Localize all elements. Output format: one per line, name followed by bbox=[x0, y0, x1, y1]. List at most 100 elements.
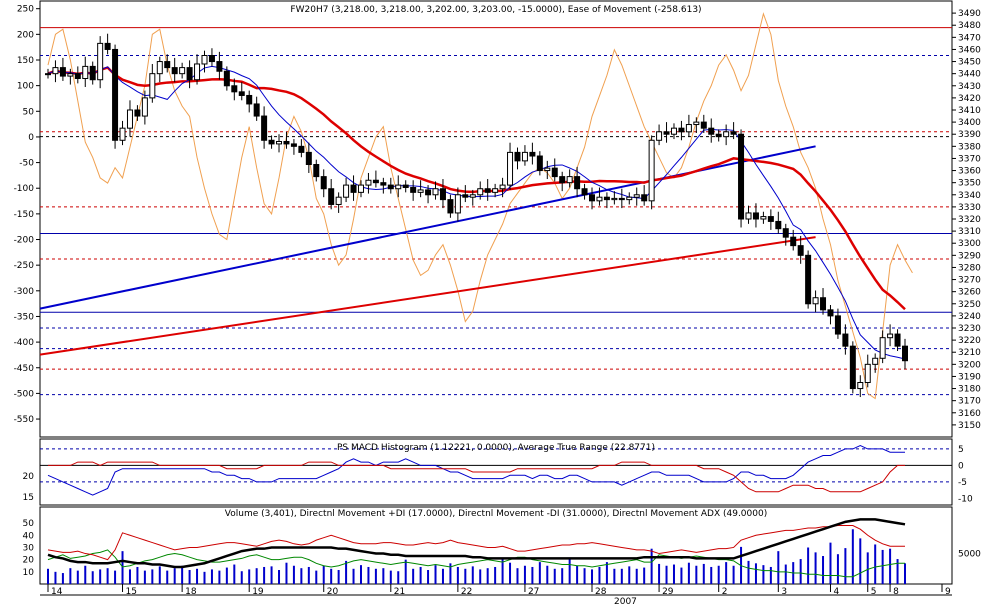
candle-body bbox=[633, 194, 640, 198]
candle-body bbox=[894, 333, 901, 347]
candle-body bbox=[67, 73, 74, 77]
candle-body bbox=[797, 245, 804, 256]
volume-bar bbox=[717, 565, 720, 584]
candle-body bbox=[842, 333, 849, 347]
volume-bar bbox=[359, 565, 362, 584]
eom-tick-label: 100 bbox=[17, 82, 34, 92]
volume-bar bbox=[106, 568, 109, 584]
oscillator-left-tick: 20 bbox=[23, 472, 35, 482]
eom-tick-label: -250 bbox=[14, 261, 35, 271]
volume-bar bbox=[904, 563, 906, 584]
candle-body bbox=[350, 184, 357, 193]
candle-body bbox=[253, 103, 260, 117]
date-tick-label: 14 bbox=[51, 587, 63, 597]
volume-bar bbox=[315, 570, 318, 584]
candle-body bbox=[283, 140, 290, 145]
volume-bar bbox=[874, 544, 877, 584]
candle-body bbox=[492, 188, 499, 193]
volume-bar bbox=[441, 568, 444, 584]
candle-body bbox=[387, 184, 394, 190]
candle-body bbox=[425, 189, 432, 196]
candle-body bbox=[790, 236, 797, 247]
candle-body bbox=[700, 121, 707, 129]
volume-bar bbox=[576, 565, 579, 584]
price-tick-label: 3300 bbox=[958, 239, 981, 249]
volume-bar bbox=[851, 529, 854, 584]
date-tick-label: 8 bbox=[893, 587, 899, 597]
volume-bar bbox=[285, 562, 288, 584]
volume-bar bbox=[449, 563, 452, 584]
volume-left-tick: 10 bbox=[23, 568, 35, 578]
volume-bar bbox=[397, 571, 400, 584]
volume-bar bbox=[210, 569, 213, 584]
volume-bar bbox=[382, 568, 385, 584]
candle-body bbox=[469, 194, 476, 198]
date-tick-label: 9 bbox=[945, 587, 951, 597]
volume-bar bbox=[456, 566, 459, 584]
candle-body bbox=[238, 91, 245, 96]
eom-tick-label: -150 bbox=[14, 210, 35, 220]
volume-bar bbox=[844, 548, 847, 584]
volume-bar bbox=[531, 566, 534, 584]
candle-body bbox=[119, 127, 126, 141]
volume-bar bbox=[829, 542, 832, 584]
volume-left-tick: 30 bbox=[23, 543, 35, 553]
eom-tick-label: 50 bbox=[23, 107, 35, 117]
volume-bar bbox=[516, 568, 519, 584]
candle-body bbox=[887, 333, 894, 339]
directional-movement-line bbox=[47, 525, 905, 561]
eom-tick-label: -50 bbox=[19, 159, 34, 169]
volume-bar bbox=[151, 569, 154, 584]
volume-bar bbox=[538, 562, 541, 584]
candle-body bbox=[432, 188, 439, 196]
volume-bar bbox=[598, 566, 601, 584]
volume-bar bbox=[389, 570, 392, 584]
candle-body bbox=[760, 216, 767, 220]
candle-body bbox=[827, 309, 834, 317]
eom-tick-label: 250 bbox=[17, 5, 34, 15]
eom-tick-label: 150 bbox=[17, 56, 34, 66]
volume-bar bbox=[546, 565, 549, 584]
candle-body bbox=[693, 121, 700, 126]
price-tick-label: 3160 bbox=[958, 409, 981, 419]
eom-tick-label: -300 bbox=[14, 287, 35, 297]
volume-bar bbox=[166, 570, 169, 584]
trendline-red-support bbox=[39, 236, 816, 356]
candle-body bbox=[529, 151, 536, 157]
oscillator-series-line bbox=[47, 445, 905, 496]
eom-tick-label: 0 bbox=[28, 133, 34, 143]
volume-bar bbox=[725, 562, 728, 584]
volume-bar bbox=[471, 566, 474, 584]
volume-bar bbox=[523, 565, 526, 584]
candle-body bbox=[648, 139, 655, 202]
volume-bar bbox=[859, 538, 862, 584]
candle-body bbox=[879, 337, 886, 359]
volume-bar bbox=[605, 562, 608, 584]
volume-bar bbox=[121, 551, 124, 584]
eom-tick-label: -500 bbox=[14, 389, 35, 399]
price-tick-label: 3410 bbox=[958, 106, 981, 116]
price-tick-label: 3170 bbox=[958, 397, 981, 407]
candle-body bbox=[849, 345, 856, 390]
oscillator-pane: 20 15 5 0 -5 -10 bbox=[23, 445, 973, 505]
volume-bar bbox=[158, 566, 161, 584]
price-tick-label: 3470 bbox=[958, 33, 981, 43]
year-label: 2007 bbox=[614, 597, 637, 607]
volume-bar bbox=[732, 565, 735, 584]
volume-bar bbox=[784, 564, 787, 584]
candle-body bbox=[104, 42, 111, 50]
price-tick-label: 3290 bbox=[958, 251, 981, 261]
volume-bar bbox=[330, 568, 333, 584]
price-tick-label: 3460 bbox=[958, 45, 981, 55]
eom-tick-label: -400 bbox=[14, 338, 35, 348]
price-tick-label: 3240 bbox=[958, 312, 981, 322]
candle-body bbox=[775, 220, 782, 230]
oscillator-pane-title: PS MACD Histogram (1.12221, 0.0000), Ave… bbox=[337, 443, 655, 453]
price-tick-label: 3330 bbox=[958, 203, 981, 213]
volume-pane-title: Volume (3,401), Directnl Movement +DI (1… bbox=[225, 509, 767, 519]
volume-bar bbox=[367, 566, 370, 584]
candle-body bbox=[581, 188, 588, 196]
volume-bar bbox=[181, 565, 184, 584]
price-tick-label: 3310 bbox=[958, 227, 981, 237]
date-tick-label: 5 bbox=[871, 587, 877, 597]
